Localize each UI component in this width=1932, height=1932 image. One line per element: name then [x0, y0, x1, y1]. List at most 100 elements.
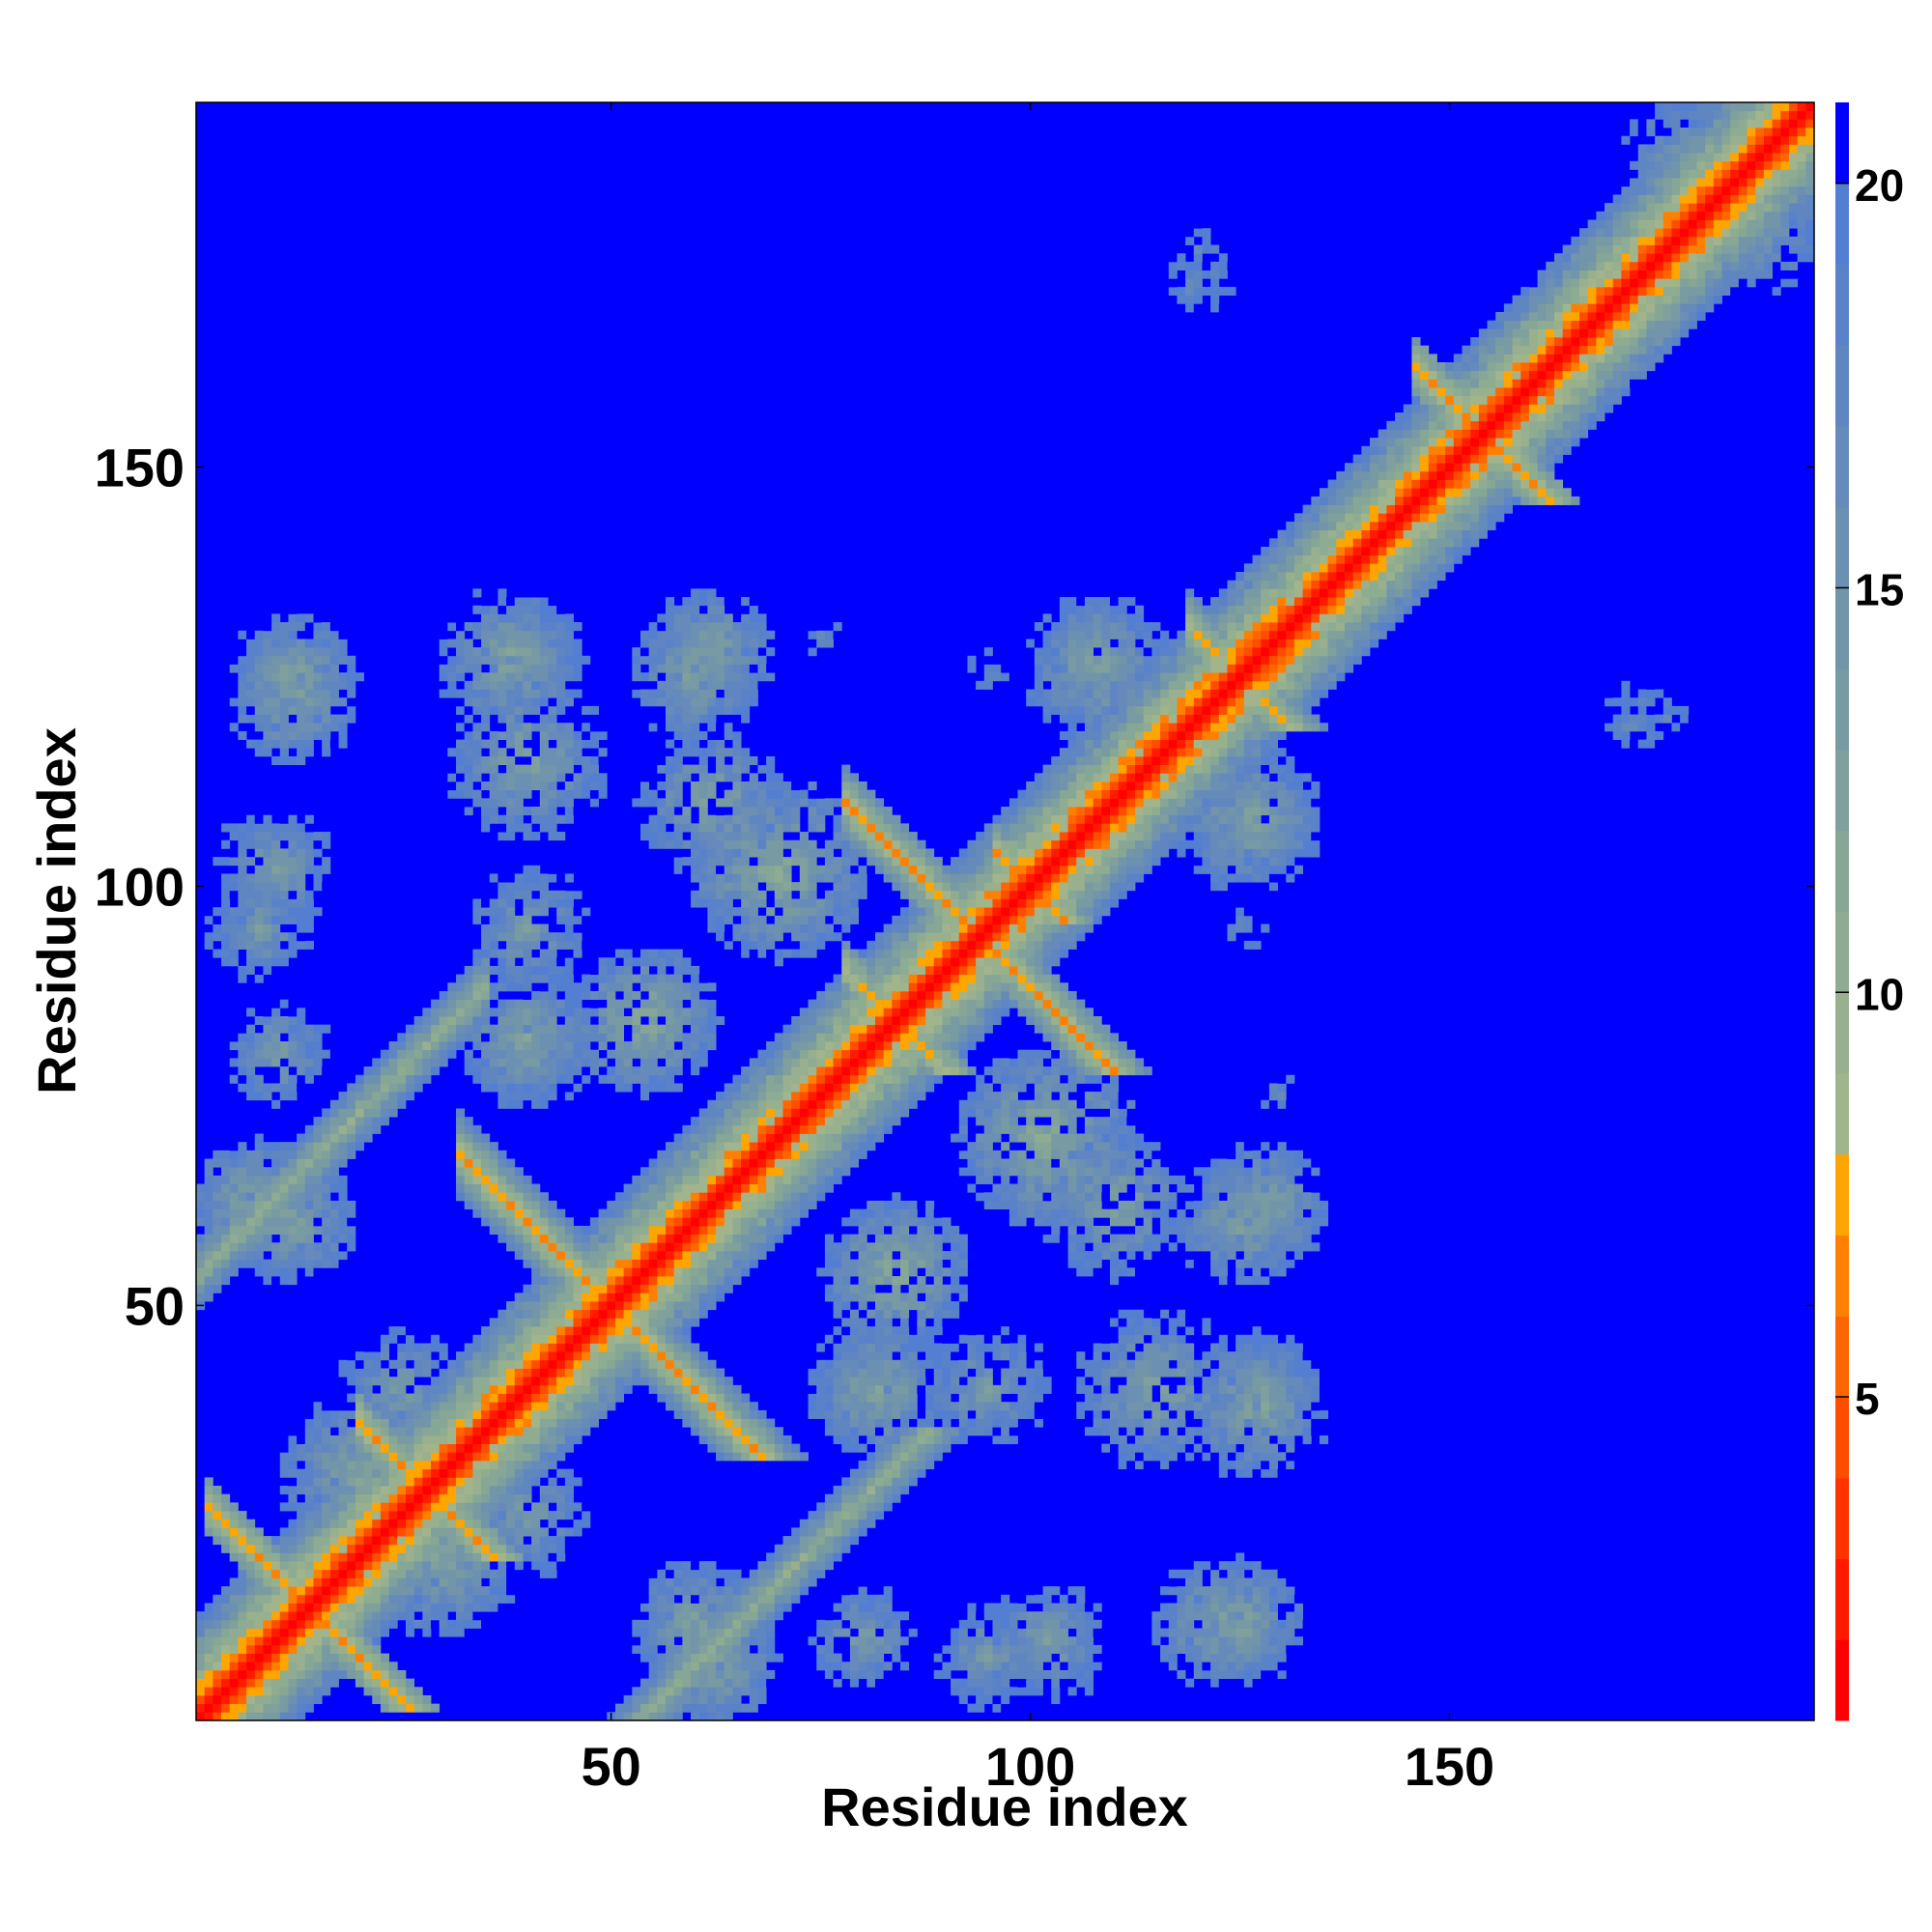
heatmap-cell — [682, 1133, 692, 1143]
heatmap-cell — [196, 1619, 206, 1629]
heatmap-cell — [716, 857, 725, 867]
heatmap-cell — [456, 1527, 466, 1537]
heatmap-cell — [632, 647, 641, 657]
heatmap-cell — [673, 1586, 683, 1596]
heatmap-cell — [497, 957, 507, 967]
heatmap-cell — [514, 949, 524, 958]
heatmap-cell — [246, 1703, 256, 1713]
heatmap-cell — [741, 1409, 751, 1419]
heatmap-cell — [682, 1284, 692, 1293]
heatmap-cell — [481, 1033, 491, 1042]
heatmap-cell — [564, 1259, 574, 1268]
heatmap-cell — [405, 1343, 415, 1352]
heatmap-cell — [691, 630, 700, 639]
heatmap-cell — [254, 915, 264, 924]
heatmap-cell — [388, 1669, 398, 1680]
heatmap-cell — [716, 647, 725, 657]
heatmap-cell — [523, 1284, 532, 1293]
heatmap-cell — [456, 781, 466, 791]
heatmap-cell — [472, 1511, 482, 1520]
heatmap-cell — [388, 1703, 398, 1713]
heatmap-cell — [539, 1536, 549, 1546]
heatmap-cell — [238, 923, 247, 933]
heatmap-cell — [405, 1477, 415, 1487]
heatmap-cell — [691, 1250, 700, 1261]
heatmap-cell — [297, 873, 306, 883]
heatmap-cell — [297, 1687, 306, 1696]
heatmap-cell — [716, 1384, 725, 1394]
heatmap-cell — [481, 1393, 491, 1403]
heatmap-cell — [639, 1175, 650, 1184]
heatmap-cell — [329, 1150, 339, 1159]
heatmap-cell — [716, 873, 725, 883]
heatmap-cell — [271, 839, 281, 849]
heatmap-cell — [732, 655, 742, 665]
heatmap-cell — [229, 697, 239, 707]
heatmap-cell — [707, 1636, 717, 1646]
heatmap-cell — [271, 1561, 281, 1571]
heatmap-cell — [204, 1250, 213, 1261]
heatmap-cell — [196, 1192, 206, 1202]
heatmap-cell — [431, 1536, 440, 1546]
heatmap-cell — [322, 1662, 331, 1671]
heatmap-cell — [657, 1653, 667, 1662]
heatmap-cell — [338, 1108, 348, 1118]
heatmap-cell — [263, 1267, 272, 1277]
heatmap-cell — [632, 1644, 641, 1654]
heatmap-cell — [497, 832, 507, 841]
heatmap-cell — [238, 1603, 247, 1612]
heatmap-cell — [741, 1427, 751, 1436]
heatmap-cell — [497, 1502, 507, 1512]
heatmap-cell — [489, 1384, 498, 1394]
heatmap-cell — [456, 1569, 466, 1578]
heatmap-cell — [614, 1712, 625, 1721]
heatmap-cell — [682, 1628, 692, 1637]
heatmap-cell — [757, 1561, 767, 1571]
heatmap-cell — [472, 898, 482, 908]
heatmap-cell — [322, 1234, 331, 1243]
heatmap-cell — [464, 1519, 473, 1528]
heatmap-cell — [288, 1092, 298, 1101]
heatmap-cell — [322, 1435, 331, 1444]
heatmap-cell — [271, 1678, 281, 1688]
heatmap-cell — [707, 1644, 717, 1654]
heatmap-cell — [422, 1552, 432, 1562]
heatmap-cell — [304, 923, 314, 933]
heatmap-cell — [666, 1142, 675, 1151]
heatmap-cell — [489, 1058, 498, 1067]
heatmap-cell — [682, 1586, 692, 1596]
heatmap-cell — [431, 1519, 440, 1528]
heatmap-cell — [573, 748, 582, 757]
heatmap-cell — [355, 1117, 364, 1126]
heatmap-cell — [648, 714, 658, 724]
heatmap-cell — [639, 1276, 650, 1286]
heatmap-cell — [279, 723, 289, 732]
heatmap-cell — [757, 1092, 767, 1101]
heatmap-cell — [514, 1008, 524, 1017]
heatmap-cell — [698, 639, 708, 648]
heatmap-cell — [271, 890, 281, 899]
heatmap-cell — [632, 1326, 641, 1336]
heatmap-cell — [221, 1167, 231, 1177]
heatmap-cell — [548, 1343, 557, 1352]
heatmap-cell — [623, 1192, 633, 1202]
heatmap-cell — [456, 1519, 466, 1528]
heatmap-cell — [489, 697, 498, 707]
heatmap-cell — [347, 1208, 356, 1218]
heatmap-cell — [666, 622, 675, 632]
heatmap-cell — [456, 1024, 466, 1034]
heatmap-cell — [732, 1074, 742, 1084]
heatmap-cell — [523, 723, 532, 732]
heatmap-cell — [271, 957, 281, 967]
heatmap-cell — [288, 1024, 298, 1034]
heatmap-cell — [204, 1611, 213, 1621]
heatmap-cell — [741, 907, 751, 917]
heatmap-cell — [539, 890, 549, 899]
heatmap-cell — [347, 1653, 356, 1662]
heatmap-cell — [313, 1409, 323, 1419]
heatmap-cell — [757, 1694, 767, 1705]
heatmap-cell — [246, 647, 256, 657]
heatmap-cell — [313, 689, 323, 698]
heatmap-cell — [372, 1460, 382, 1470]
heatmap-cell — [221, 1662, 231, 1671]
